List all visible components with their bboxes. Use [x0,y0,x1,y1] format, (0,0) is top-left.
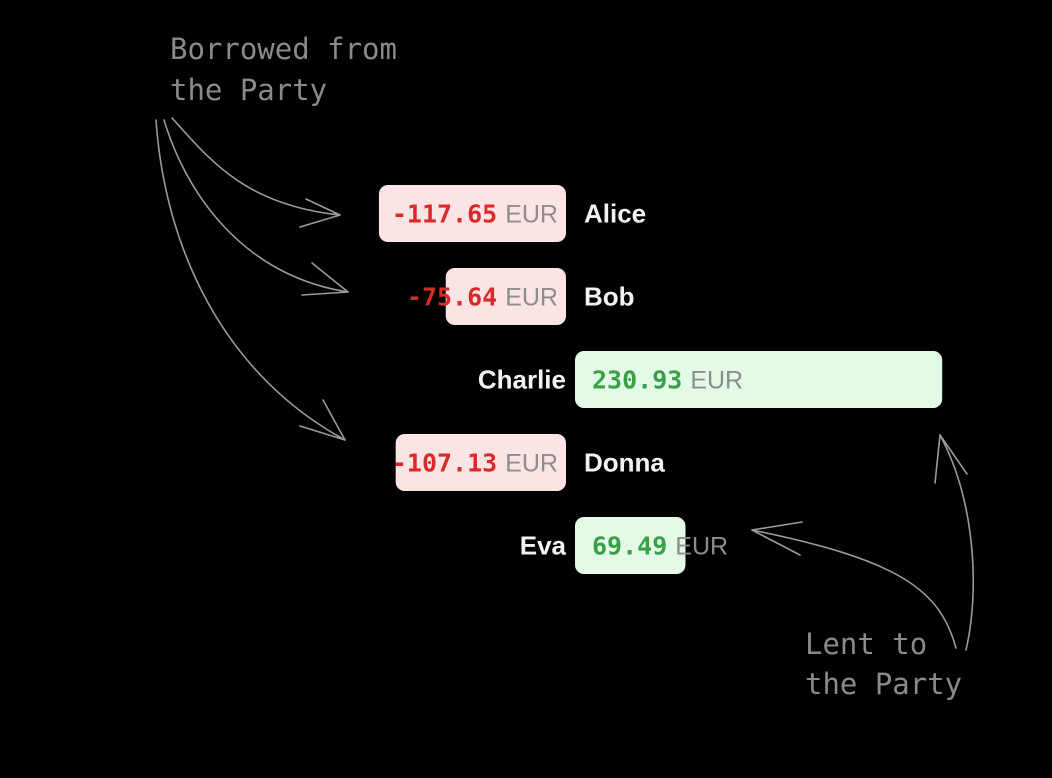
amount-label-alice: -117.65 EUR [392,200,558,229]
amount-label-eva: 69.49 EUR [592,532,728,561]
amount-value-bob: -75.64 [407,283,497,312]
currency-label-eva: EUR [675,533,728,561]
lent-annotation: Lent to the Party [751,434,975,701]
arrow-to-donna [155,119,346,441]
name-label-bob: Bob [584,282,635,312]
name-label-donna: Donna [584,448,665,478]
amount-value-eva: 69.49 [592,532,667,561]
bars-layer: Alice -117.65 EUR Bob -75.64 EUR Charlie 230.93… [378,185,943,574]
arrow-to-donna-head [299,399,346,441]
bar-bob [445,268,566,325]
bar-alice [378,185,566,242]
bar-row-donna: Donna -107.13 EUR [392,434,665,491]
amount-value-charlie: 230.93 [592,366,682,395]
bar-row-eva: Eva 69.49 EUR [520,517,728,574]
borrowed-annotation-line2: the Party [170,73,327,107]
arrow-to-alice-head [299,198,341,228]
name-label-alice: Alice [584,199,646,229]
borrowed-annotation: Borrowed from the Party [155,32,397,441]
arrow-to-eva-head [751,521,803,556]
amount-label-donna: -107.13 EUR [392,449,558,478]
arrow-to-charlie-head [934,434,968,484]
name-label-charlie: Charlie [478,365,566,395]
bar-charlie [575,351,943,408]
lent-annotation-line2: the Party [805,667,962,701]
arrow-to-eva [751,529,957,649]
currency-label-bob: EUR [505,284,558,312]
bar-row-alice: Alice -117.65 EUR [378,185,646,242]
borrowed-annotation-line1: Borrowed from [170,32,397,66]
bar-row-charlie: Charlie 230.93 EUR [478,351,943,408]
name-label-eva: Eva [520,531,567,561]
currency-label-charlie: EUR [690,367,743,395]
lent-annotation-line1: Lent to [805,627,927,661]
arrow-to-charlie [939,434,975,651]
amount-label-bob: -75.64 EUR [407,283,558,312]
currency-label-alice: EUR [505,201,558,229]
bar-donna [395,434,566,491]
bar-eva [575,517,686,574]
amount-value-donna: -107.13 [392,449,497,478]
amount-label-charlie: 230.93 EUR [592,366,743,395]
arrow-to-bob [163,119,349,293]
arrow-to-bob-head [301,262,349,296]
currency-label-donna: EUR [505,450,558,478]
arrow-to-alice [171,117,341,216]
bar-row-bob: Bob -75.64 EUR [407,268,635,325]
amount-value-alice: -117.65 [392,200,497,229]
